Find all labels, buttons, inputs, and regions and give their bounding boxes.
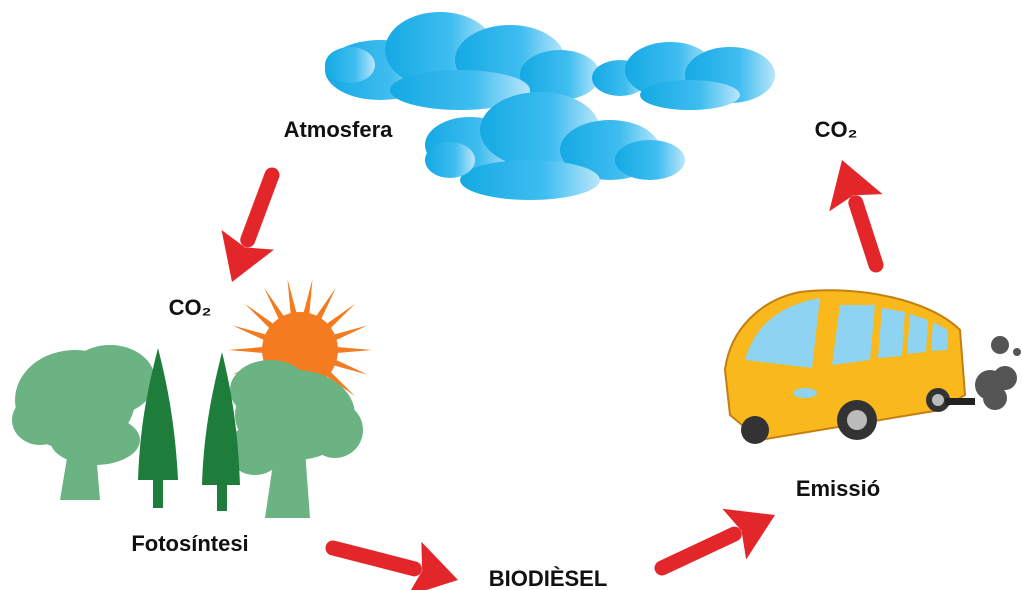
- emission-label: Emissió: [796, 476, 880, 501]
- cypresses: [138, 348, 240, 511]
- photosynthesis-label: Fotosíntesi: [131, 531, 248, 556]
- diagram: Atmosfera CO₂ CO₂ Fotosíntesi BIODIÈSEL …: [0, 0, 1022, 590]
- arrow-shaft: [333, 548, 414, 569]
- arrow-shaft: [248, 175, 272, 240]
- exhaust: [975, 336, 1021, 410]
- clouds: [325, 12, 775, 200]
- arrow-shaft: [856, 203, 876, 265]
- co2-top-label: CO₂: [815, 117, 858, 142]
- atmosphere-label: Atmosfera: [284, 117, 394, 142]
- arrow-shaft: [662, 534, 734, 568]
- bus: [725, 290, 975, 444]
- biodiesel-label: BIODIÈSEL: [489, 566, 608, 590]
- co2-left-label: CO₂: [169, 295, 212, 320]
